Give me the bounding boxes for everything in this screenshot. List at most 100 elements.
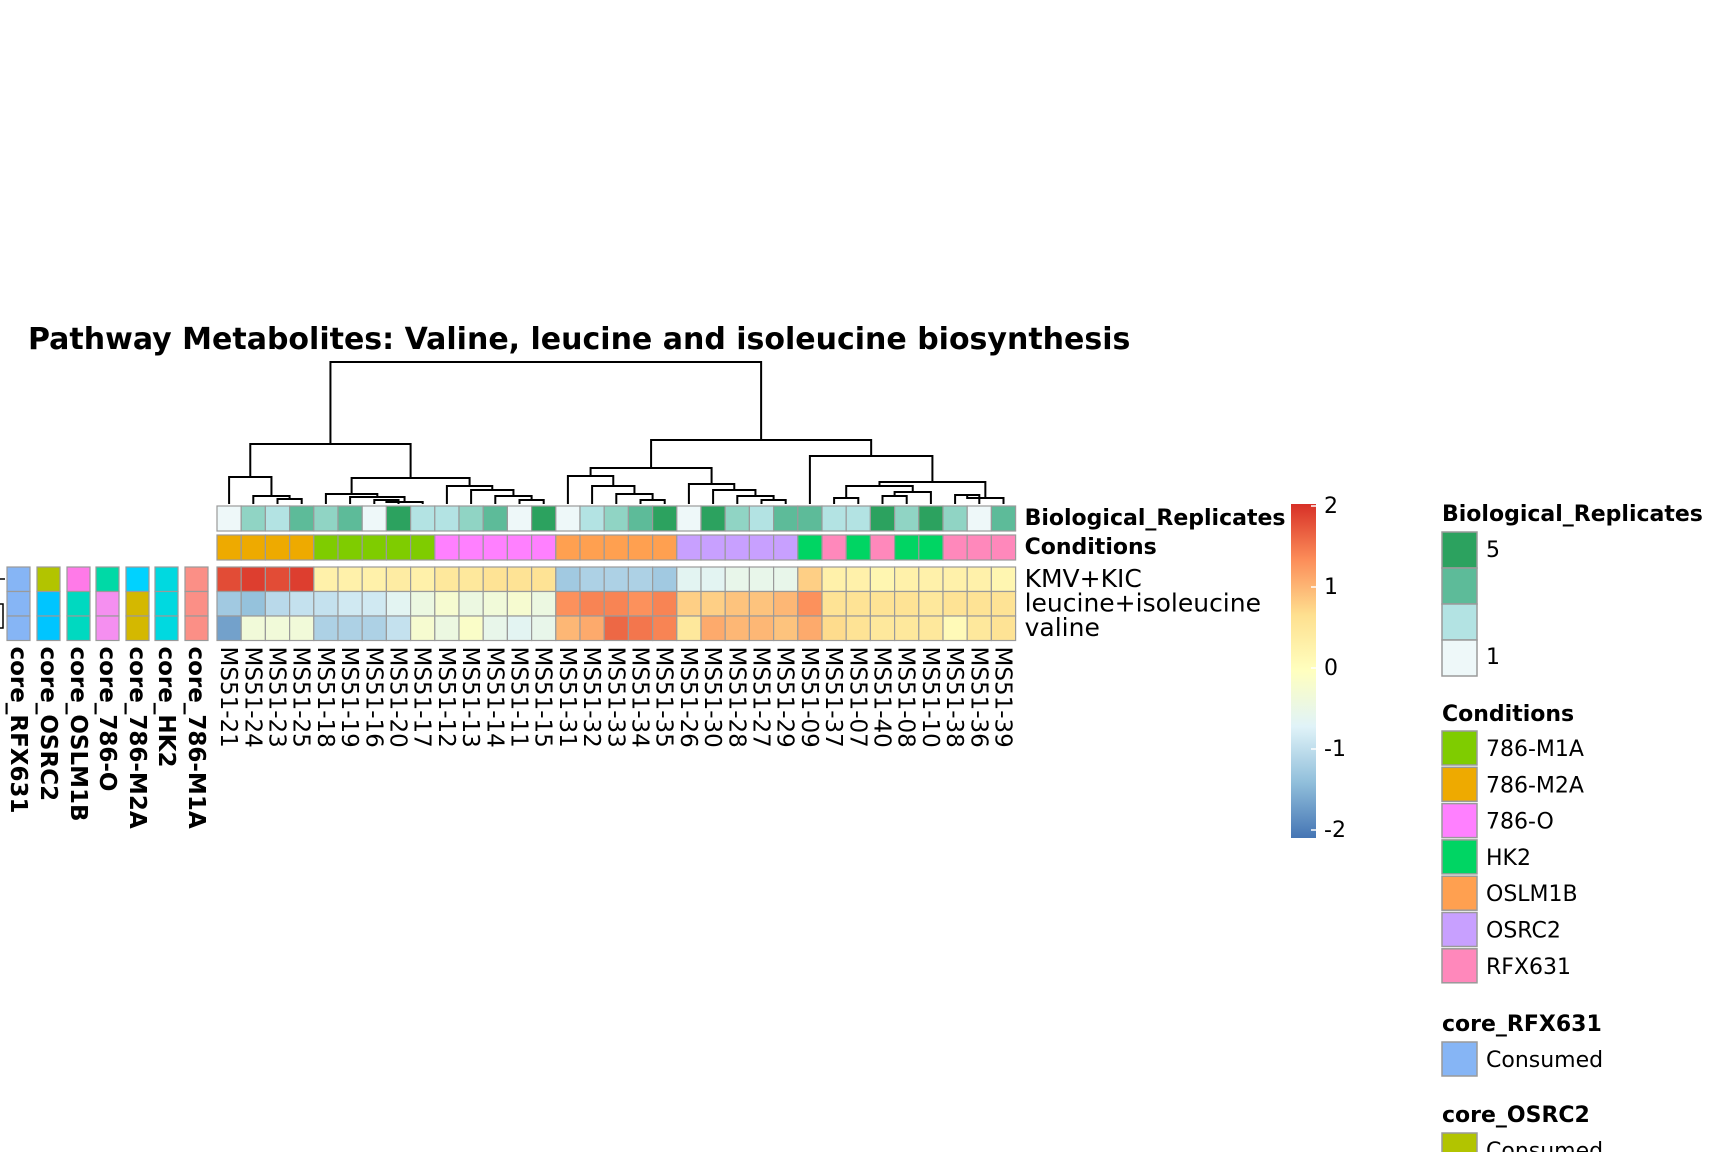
heat-cell-1-2 [264, 590, 291, 617]
heat-cell-1-11 [482, 590, 509, 617]
column-label-22: MS51-27 [748, 647, 774, 748]
heat-cell-0-24 [797, 566, 823, 593]
heat-cell-0-20 [700, 566, 726, 593]
column-label-16: MS51-33 [602, 647, 628, 748]
condition-cell-16 [603, 534, 630, 561]
heat-cell-2-13 [530, 615, 557, 642]
heat-cell-2-16 [603, 615, 630, 642]
condition-cell-0 [216, 534, 242, 561]
heat-cell-0-10 [458, 566, 484, 593]
condition-cell-29 [918, 534, 944, 561]
column-label-21: MS51-28 [723, 647, 749, 748]
replicate-cell-5 [337, 505, 363, 532]
heat-cell-0-17 [627, 566, 654, 593]
row-annotation-label-6: core_786-M1A [183, 647, 209, 829]
column-label-26: MS51-07 [844, 647, 870, 748]
condition-cell-23 [772, 534, 799, 561]
column-label-25: MS51-37 [820, 647, 846, 748]
column-label-10: MS51-13 [457, 647, 483, 748]
heat-cell-1-19 [676, 590, 702, 617]
heat-cell-1-18 [651, 590, 678, 617]
replicate-cell-4 [313, 505, 339, 532]
heat-cell-2-27 [869, 615, 896, 642]
heat-cell-0-7 [385, 566, 412, 593]
replicate-cell-32 [990, 505, 1017, 532]
column-label-4: MS51-18 [312, 647, 338, 748]
column-label-31: MS51-36 [965, 647, 991, 748]
heat-cell-1-9 [434, 590, 460, 617]
legend-condition-label: OSRC2 [1486, 919, 1561, 944]
replicate-cell-24 [797, 505, 823, 532]
heat-cell-1-26 [845, 590, 872, 617]
legend-condition-label: 786-O [1486, 810, 1554, 835]
heat-cell-1-23 [772, 590, 799, 617]
row-label-2: valine [1025, 613, 1100, 642]
replicate-cell-9 [434, 505, 460, 532]
heat-cell-0-30 [942, 566, 968, 593]
legend-condition-swatch [1441, 730, 1478, 766]
heat-cell-2-22 [748, 615, 775, 642]
condition-cell-8 [410, 534, 436, 561]
heat-cell-2-3 [289, 615, 315, 642]
legend-condition-swatch [1441, 911, 1478, 948]
column-label-18: MS51-35 [651, 647, 677, 748]
heat-cell-0-11 [482, 566, 509, 593]
heat-cell-2-9 [434, 615, 460, 642]
heat-cell-0-27 [869, 566, 896, 593]
column-label-0: MS51-21 [215, 647, 241, 748]
row-annotation-cell-0-1 [6, 590, 31, 617]
replicate-cell-7 [385, 505, 412, 532]
dendrogram-link [639, 499, 666, 504]
column-label-17: MS51-34 [627, 647, 653, 748]
dendrogram-link [893, 491, 932, 504]
replicate-cell-10 [458, 505, 484, 532]
legend-condition-swatch [1441, 839, 1478, 875]
heat-cell-1-3 [289, 590, 315, 617]
heat-cell-0-31 [966, 566, 993, 593]
heat-cell-0-14 [555, 566, 581, 593]
replicate-cell-12 [506, 505, 533, 532]
condition-cell-4 [313, 534, 339, 561]
row-dendrogram [0, 578, 5, 629]
condition-cell-24 [797, 534, 823, 561]
replicate-cell-18 [651, 505, 678, 532]
heat-cell-2-7 [385, 615, 412, 642]
column-label-27: MS51-40 [869, 647, 895, 748]
heat-cell-2-25 [821, 615, 847, 642]
heat-cell-1-10 [458, 590, 484, 617]
row-annotation-label-5: core_HK2 [153, 647, 179, 768]
heat-cell-2-29 [918, 615, 944, 642]
heat-cell-1-0 [216, 590, 242, 617]
dendrogram-link [566, 475, 615, 504]
replicate-cell-8 [410, 505, 436, 532]
heat-cell-1-24 [797, 590, 823, 617]
dendrogram-link [833, 497, 860, 504]
heat-cell-1-12 [506, 590, 533, 617]
condition-cell-11 [482, 534, 509, 561]
heat-cell-0-12 [506, 566, 533, 593]
legend-title-core-rfx631: core_RFX631 [1442, 1012, 1602, 1037]
condition-cell-17 [627, 534, 654, 561]
replicate-cell-11 [482, 505, 509, 532]
heat-cell-2-31 [966, 615, 993, 642]
dendrogram-link [324, 493, 379, 504]
column-label-29: MS51-10 [917, 647, 943, 748]
row-annotation-cell-5-1 [154, 590, 179, 617]
color-scale-label: -2 [1324, 818, 1346, 843]
legend-core-rfx631-swatch [1441, 1041, 1478, 1077]
heat-cell-1-14 [555, 590, 581, 617]
heat-cell-1-28 [893, 590, 920, 617]
heat-cell-1-32 [990, 590, 1017, 617]
heat-cell-1-8 [410, 590, 436, 617]
column-label-28: MS51-08 [893, 647, 919, 748]
row-annotation-cell-2-2 [66, 615, 91, 642]
heat-cell-1-5 [337, 590, 363, 617]
legend-title-conditions: Conditions [1442, 702, 1574, 727]
column-dendrogram [228, 361, 1005, 504]
dendrogram-link [445, 485, 494, 504]
condition-cell-21 [724, 534, 751, 561]
legend-condition-label: 786-M2A [1486, 773, 1584, 798]
row-annotation-cell-2-0 [66, 566, 91, 593]
legend-core-rfx631-label: Consumed [1486, 1048, 1603, 1073]
